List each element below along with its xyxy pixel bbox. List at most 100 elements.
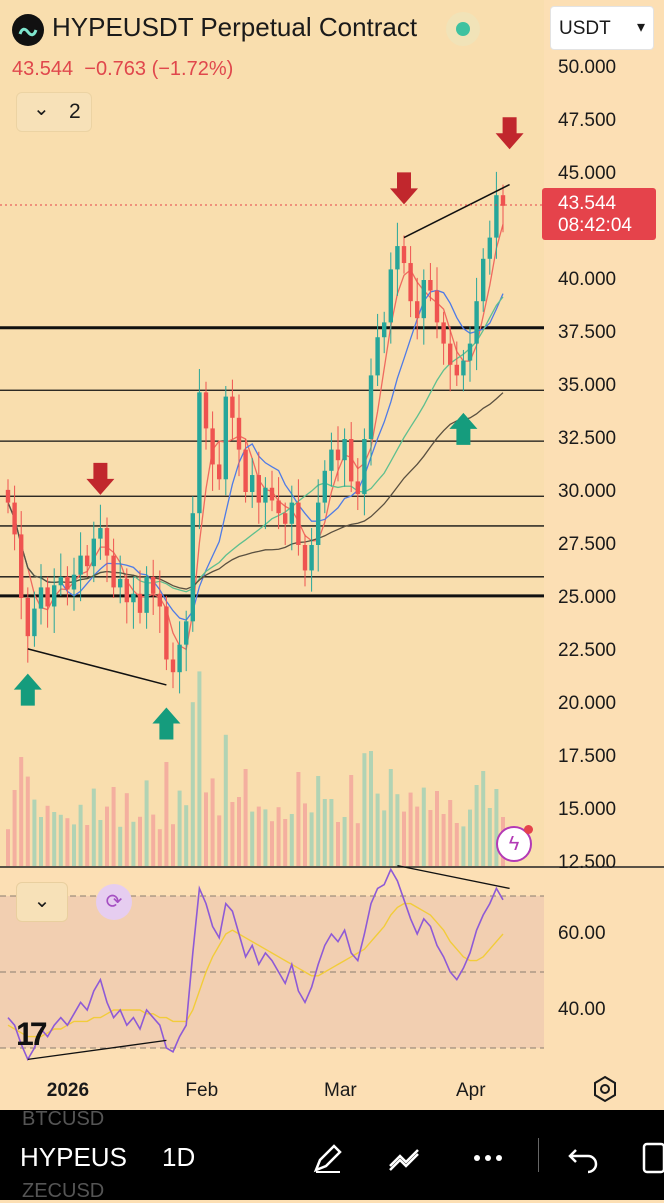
volume-bar bbox=[131, 821, 136, 866]
volume-bar bbox=[329, 799, 334, 866]
current-price-tag: 43.544 08:42:04 bbox=[542, 188, 656, 240]
symbol-title[interactable]: HYPEUSDT Perpetual Contract bbox=[52, 12, 418, 42]
volume-bar bbox=[78, 804, 83, 866]
candle-body bbox=[421, 280, 426, 319]
volume-bar bbox=[303, 803, 307, 866]
candle-body bbox=[302, 545, 308, 571]
candle-body bbox=[408, 263, 413, 302]
indicators-icon[interactable] bbox=[386, 1140, 422, 1176]
panel-icon[interactable] bbox=[640, 1140, 664, 1176]
volume-bar bbox=[336, 822, 340, 866]
caret-down-icon: ▾ bbox=[636, 19, 645, 36]
symbol-button[interactable]: HYPEUS bbox=[20, 1142, 127, 1172]
candle-body bbox=[276, 500, 281, 514]
volume-bar bbox=[25, 776, 30, 866]
volume-bar bbox=[72, 824, 76, 866]
volume-bar bbox=[12, 790, 17, 866]
volume-bar bbox=[441, 814, 446, 866]
candle-body bbox=[448, 343, 453, 365]
candle-body bbox=[184, 621, 189, 645]
candle-body bbox=[170, 659, 176, 673]
volume-bar bbox=[85, 825, 90, 866]
volume-bar bbox=[322, 799, 327, 866]
candle-body bbox=[71, 574, 77, 590]
volume-bar bbox=[270, 821, 274, 866]
volume-bar bbox=[435, 791, 439, 866]
volume-bar bbox=[296, 772, 301, 866]
ghost-symbol-bottom: ZECUSD bbox=[22, 1180, 105, 1202]
candle-body bbox=[210, 428, 215, 465]
more-icon[interactable] bbox=[470, 1140, 506, 1176]
lightning-bolt-icon[interactable]: ϟ bbox=[496, 825, 533, 862]
time-axis-label: Mar bbox=[324, 1080, 357, 1101]
candle-body bbox=[45, 587, 50, 607]
candle-body bbox=[58, 576, 63, 586]
price-change-line: 43.544 −0.763 (−1.72%) bbox=[12, 58, 233, 81]
volume-bar bbox=[428, 810, 433, 866]
candle-body bbox=[5, 489, 11, 503]
interval-button[interactable]: 1D bbox=[162, 1142, 196, 1172]
candle-body bbox=[269, 487, 275, 501]
candle-body bbox=[395, 246, 400, 270]
volume-bar bbox=[45, 805, 50, 866]
market-status-icon[interactable] bbox=[446, 12, 480, 46]
candle-body bbox=[65, 576, 70, 590]
volume-bar bbox=[250, 811, 255, 866]
volume-bar bbox=[263, 809, 268, 866]
candle-body bbox=[283, 513, 288, 524]
volume-bar bbox=[118, 826, 123, 866]
undo-icon[interactable] bbox=[566, 1140, 602, 1176]
currency-value: USDT bbox=[559, 18, 611, 39]
candle-body bbox=[296, 502, 301, 545]
candle-body bbox=[401, 246, 407, 264]
volume-bar bbox=[243, 769, 248, 866]
volume-bar bbox=[283, 819, 288, 866]
candle-body bbox=[230, 396, 235, 418]
volume-bar bbox=[197, 671, 202, 866]
volume-bar bbox=[415, 806, 420, 866]
volume-bar bbox=[408, 792, 413, 866]
currency-select[interactable]: USDT ▾ bbox=[550, 6, 654, 50]
volume-bar bbox=[171, 824, 175, 866]
price-axis-label: 12.500 bbox=[558, 852, 617, 873]
price-axis-label: 30.000 bbox=[558, 481, 617, 502]
volume-bar bbox=[375, 793, 380, 866]
current-price-value: 43.544 bbox=[558, 193, 617, 214]
candle-body bbox=[474, 301, 479, 344]
volume-bar bbox=[402, 811, 406, 866]
volume-bar bbox=[190, 702, 195, 866]
volume-bar bbox=[204, 792, 208, 866]
chevron-down-icon: ⌄ bbox=[33, 890, 51, 912]
time-axis-label: Apr bbox=[456, 1080, 486, 1101]
ma-mid-line bbox=[7, 289, 504, 621]
volume-bar bbox=[65, 818, 70, 866]
price-axis-label: 45.000 bbox=[558, 163, 617, 184]
volume-bar bbox=[210, 778, 215, 866]
settings-gear-icon[interactable] bbox=[590, 1074, 620, 1104]
indicators-collapse-button[interactable]: ⌄ 2 bbox=[16, 92, 92, 132]
drawing-pen-icon[interactable] bbox=[310, 1140, 346, 1176]
rsi-collapse-button[interactable]: ⌄ bbox=[16, 882, 68, 922]
volume-bar bbox=[355, 823, 360, 866]
candle-body bbox=[322, 470, 327, 503]
sync-glyph: ⟳ bbox=[105, 891, 123, 913]
price-axis-label: 25.000 bbox=[558, 587, 617, 608]
volume-bar bbox=[58, 814, 63, 866]
moving-averages bbox=[7, 224, 504, 651]
candle-body bbox=[52, 585, 57, 607]
candle-body bbox=[223, 396, 228, 480]
candle-body bbox=[124, 578, 129, 603]
volume-bar bbox=[19, 757, 24, 866]
volume-bar bbox=[309, 812, 314, 866]
sync-icon[interactable]: ⟳ bbox=[96, 884, 132, 920]
hype-logo-icon bbox=[12, 14, 44, 46]
volume-bar bbox=[494, 789, 499, 866]
candle-body bbox=[250, 475, 255, 492]
volume-bar bbox=[157, 829, 162, 866]
candle-body bbox=[263, 487, 268, 503]
volume-bar bbox=[91, 788, 96, 866]
tradingview-logo[interactable]: 17 bbox=[16, 1016, 48, 1052]
candle-body bbox=[500, 195, 506, 206]
volume-bar bbox=[369, 751, 373, 866]
